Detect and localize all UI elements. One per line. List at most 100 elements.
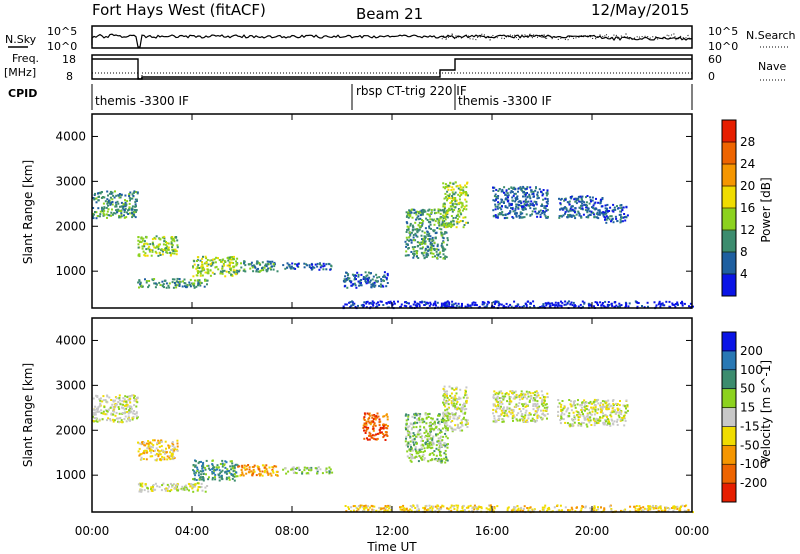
- velocity-cell: [366, 438, 369, 441]
- power-cell: [537, 212, 540, 215]
- velocity-cell: [200, 482, 203, 485]
- velocity-cell: [385, 431, 388, 434]
- power-cell: [382, 275, 385, 278]
- velocity-cell: [465, 386, 468, 389]
- power-cell: [497, 300, 500, 303]
- velocity-cell: [643, 507, 646, 510]
- power-cell: [530, 189, 533, 192]
- power-cell: [126, 200, 129, 203]
- velocity-cell: [438, 413, 441, 416]
- velocity-cell: [375, 415, 378, 418]
- power-cell: [408, 231, 411, 234]
- power-cell: [605, 218, 608, 221]
- velocity-cell: [430, 417, 433, 420]
- velocity-cell: [184, 484, 187, 487]
- velocity-cell: [243, 464, 246, 467]
- velocity-cell: [587, 419, 590, 422]
- power-cell: [674, 305, 677, 308]
- power-cell: [475, 304, 478, 307]
- velocity-cell: [306, 466, 309, 469]
- power-cell: [379, 283, 382, 286]
- power-cell: [230, 267, 233, 270]
- power-cell: [117, 202, 120, 205]
- power-cell: [570, 215, 573, 218]
- power-cell: [521, 212, 524, 215]
- velocity-cell: [147, 440, 150, 442]
- velocity-cell: [111, 403, 114, 406]
- velocity-cell: [594, 408, 597, 411]
- velocity-cell: [600, 506, 602, 509]
- velocity-cell: [371, 414, 374, 417]
- velocity-cell: [460, 421, 463, 424]
- velocity-cell: [501, 411, 504, 414]
- power-cell: [509, 211, 512, 214]
- power-cell: [606, 203, 609, 206]
- power-cell: [446, 239, 449, 242]
- power-cell: [405, 245, 408, 248]
- velocity-cell: [168, 485, 170, 488]
- power-cell: [440, 234, 443, 237]
- velocity-cell: [445, 456, 448, 459]
- power-cell: [178, 285, 181, 287]
- power-cell: [497, 201, 500, 204]
- velocity-cell: [447, 443, 449, 446]
- power-cell: [405, 215, 408, 218]
- power-cell: [472, 301, 475, 304]
- power-cell: [474, 301, 477, 304]
- velocity-cell: [460, 408, 463, 411]
- power-cell: [571, 208, 574, 211]
- velocity-cell: [211, 468, 214, 470]
- velocity-colorbar-swatch: [722, 350, 736, 371]
- velocity-cell: [568, 415, 570, 418]
- velocity-cell: [416, 504, 419, 507]
- velocity-cell: [451, 412, 454, 415]
- velocity-cell: [611, 419, 614, 422]
- velocity-cell: [512, 397, 515, 400]
- velocity-cell: [152, 439, 154, 442]
- velocity-cell: [202, 473, 205, 475]
- power-cell: [595, 212, 598, 215]
- power-cell: [465, 191, 467, 193]
- velocity-cell: [378, 421, 381, 424]
- velocity-cbar-label: Velocity [m s^-1]: [759, 360, 773, 464]
- velocity-cell: [112, 400, 115, 403]
- power-cell: [199, 259, 202, 262]
- power-cell: [526, 203, 529, 206]
- velocity-cell: [373, 423, 376, 426]
- power-cell: [596, 211, 599, 214]
- velocity-cell: [425, 429, 428, 432]
- velocity-cell: [432, 435, 435, 438]
- power-cell: [442, 205, 445, 208]
- velocity-cell: [380, 431, 383, 434]
- power-cell: [288, 265, 291, 268]
- velocity-cell: [245, 468, 248, 471]
- velocity-cell: [162, 482, 165, 485]
- power-cell: [378, 285, 381, 288]
- velocity-cell: [407, 426, 410, 429]
- velocity-cell: [196, 466, 199, 469]
- power-cell: [165, 250, 168, 253]
- power-cell: [485, 305, 488, 308]
- power-cell: [93, 194, 96, 196]
- power-cell: [517, 206, 520, 209]
- velocity-cell: [489, 504, 492, 507]
- power-cell: [437, 248, 440, 251]
- power-cell: [137, 246, 140, 249]
- power-cell: [513, 300, 516, 303]
- velocity-cell: [603, 422, 606, 425]
- power-cell: [439, 209, 442, 212]
- power-cell: [157, 254, 160, 257]
- power-cell: [240, 266, 243, 269]
- velocity-cell: [494, 398, 497, 401]
- velocity-cell: [449, 394, 452, 397]
- velocity-cell: [488, 504, 491, 507]
- velocity-cell: [370, 504, 373, 507]
- velocity-cell: [146, 486, 149, 489]
- power-cell: [407, 247, 410, 249]
- power-cell: [178, 280, 181, 283]
- velocity-cell: [406, 431, 409, 434]
- velocity-cell: [652, 507, 655, 510]
- velocity-cell: [193, 470, 196, 473]
- velocity-cell: [437, 505, 440, 508]
- power-cell: [344, 303, 347, 306]
